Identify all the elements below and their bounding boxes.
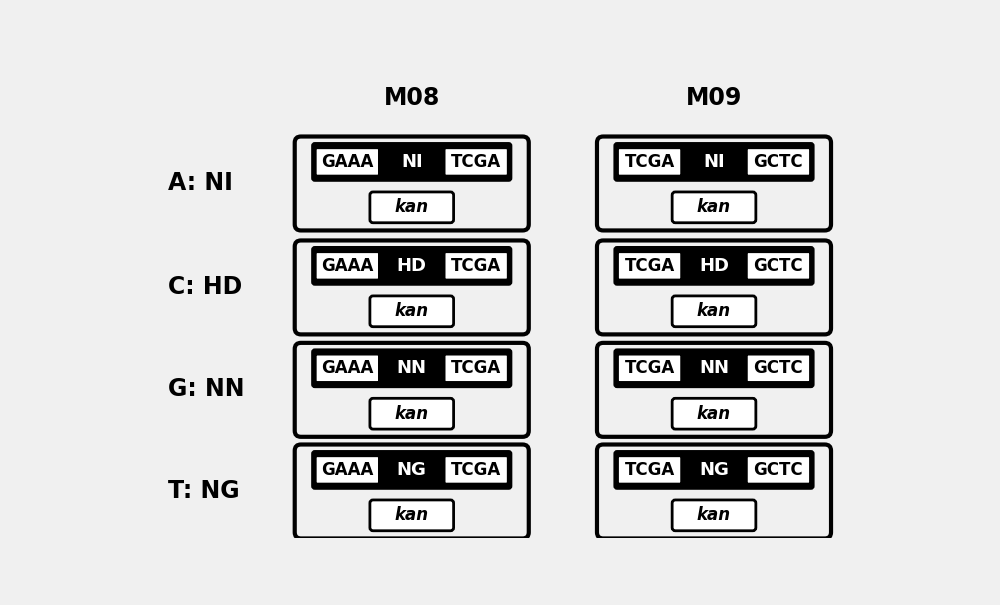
Text: NI: NI — [703, 153, 725, 171]
FancyBboxPatch shape — [313, 350, 511, 387]
FancyBboxPatch shape — [618, 252, 682, 280]
Text: C: HD: C: HD — [168, 275, 242, 299]
Text: kan: kan — [395, 506, 429, 525]
Text: GAAA: GAAA — [321, 153, 374, 171]
Text: GAAA: GAAA — [321, 461, 374, 479]
FancyBboxPatch shape — [313, 143, 511, 180]
FancyBboxPatch shape — [615, 451, 813, 488]
FancyBboxPatch shape — [746, 354, 810, 382]
Text: TCGA: TCGA — [451, 153, 501, 171]
FancyBboxPatch shape — [370, 192, 454, 223]
Text: GCTC: GCTC — [754, 257, 803, 275]
FancyBboxPatch shape — [315, 252, 379, 280]
FancyBboxPatch shape — [615, 350, 813, 387]
Text: NN: NN — [699, 359, 729, 378]
FancyBboxPatch shape — [313, 451, 511, 488]
FancyBboxPatch shape — [615, 143, 813, 180]
FancyBboxPatch shape — [370, 500, 454, 531]
FancyBboxPatch shape — [313, 247, 511, 284]
Text: TCGA: TCGA — [624, 257, 675, 275]
FancyBboxPatch shape — [315, 354, 379, 382]
Text: GCTC: GCTC — [754, 153, 803, 171]
Text: TCGA: TCGA — [624, 359, 675, 378]
FancyBboxPatch shape — [746, 456, 810, 484]
Text: NI: NI — [401, 153, 423, 171]
FancyBboxPatch shape — [615, 247, 813, 284]
FancyBboxPatch shape — [315, 148, 379, 176]
Text: kan: kan — [697, 506, 731, 525]
Text: T: NG: T: NG — [168, 479, 239, 503]
Text: HD: HD — [699, 257, 729, 275]
FancyBboxPatch shape — [672, 192, 756, 223]
FancyBboxPatch shape — [444, 354, 508, 382]
Text: NG: NG — [397, 461, 427, 479]
Text: GCTC: GCTC — [754, 461, 803, 479]
FancyBboxPatch shape — [370, 296, 454, 327]
FancyBboxPatch shape — [618, 148, 682, 176]
FancyBboxPatch shape — [315, 456, 379, 484]
FancyBboxPatch shape — [672, 296, 756, 327]
FancyBboxPatch shape — [370, 398, 454, 429]
Text: kan: kan — [697, 302, 731, 320]
Text: M08: M08 — [384, 86, 440, 110]
FancyBboxPatch shape — [444, 252, 508, 280]
Text: TCGA: TCGA — [451, 359, 501, 378]
Text: GAAA: GAAA — [321, 359, 374, 378]
Text: kan: kan — [395, 302, 429, 320]
FancyBboxPatch shape — [618, 456, 682, 484]
Text: GAAA: GAAA — [321, 257, 374, 275]
Text: TCGA: TCGA — [624, 461, 675, 479]
Text: TCGA: TCGA — [624, 153, 675, 171]
Text: M09: M09 — [686, 86, 742, 110]
FancyBboxPatch shape — [618, 354, 682, 382]
FancyBboxPatch shape — [672, 398, 756, 429]
Text: kan: kan — [697, 198, 731, 217]
Text: kan: kan — [395, 405, 429, 423]
Text: NG: NG — [699, 461, 729, 479]
Text: TCGA: TCGA — [451, 257, 501, 275]
Text: G: NN: G: NN — [168, 377, 244, 401]
FancyBboxPatch shape — [746, 252, 810, 280]
Text: NN: NN — [397, 359, 427, 378]
Text: GCTC: GCTC — [754, 359, 803, 378]
Text: TCGA: TCGA — [451, 461, 501, 479]
Text: A: NI: A: NI — [168, 171, 232, 195]
FancyBboxPatch shape — [746, 148, 810, 176]
Text: kan: kan — [697, 405, 731, 423]
FancyBboxPatch shape — [444, 148, 508, 176]
Text: kan: kan — [395, 198, 429, 217]
FancyBboxPatch shape — [444, 456, 508, 484]
FancyBboxPatch shape — [672, 500, 756, 531]
Text: HD: HD — [397, 257, 427, 275]
